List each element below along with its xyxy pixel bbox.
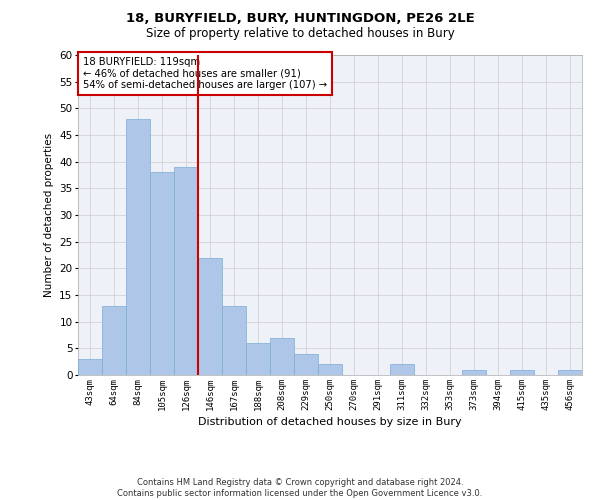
Text: Size of property relative to detached houses in Bury: Size of property relative to detached ho… — [146, 28, 454, 40]
Bar — [510, 370, 534, 375]
Bar — [78, 359, 102, 375]
Bar — [174, 167, 198, 375]
Bar — [318, 364, 342, 375]
Bar — [270, 338, 294, 375]
Bar — [462, 370, 486, 375]
Bar — [294, 354, 318, 375]
Bar — [102, 306, 126, 375]
Text: Contains HM Land Registry data © Crown copyright and database right 2024.
Contai: Contains HM Land Registry data © Crown c… — [118, 478, 482, 498]
Bar — [222, 306, 246, 375]
X-axis label: Distribution of detached houses by size in Bury: Distribution of detached houses by size … — [198, 417, 462, 427]
Text: 18, BURYFIELD, BURY, HUNTINGDON, PE26 2LE: 18, BURYFIELD, BURY, HUNTINGDON, PE26 2L… — [125, 12, 475, 26]
Y-axis label: Number of detached properties: Number of detached properties — [44, 133, 53, 297]
Text: 18 BURYFIELD: 119sqm
← 46% of detached houses are smaller (91)
54% of semi-detac: 18 BURYFIELD: 119sqm ← 46% of detached h… — [83, 56, 327, 90]
Bar — [198, 258, 222, 375]
Bar — [558, 370, 582, 375]
Bar — [390, 364, 414, 375]
Bar — [246, 343, 270, 375]
Bar — [126, 119, 150, 375]
Bar — [150, 172, 174, 375]
